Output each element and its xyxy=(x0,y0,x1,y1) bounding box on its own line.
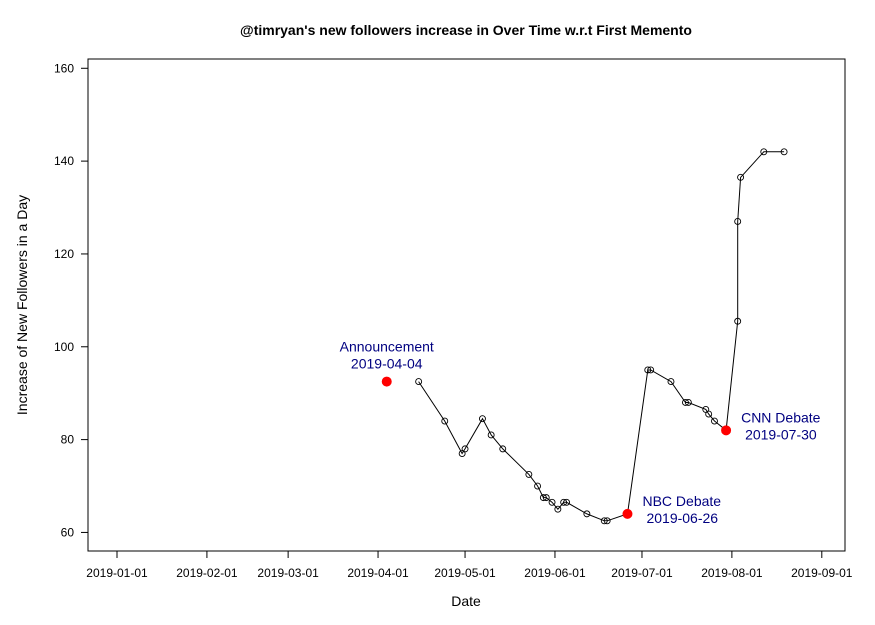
data-point xyxy=(780,148,788,156)
data-point xyxy=(760,148,768,156)
data-point xyxy=(560,498,568,506)
data-point xyxy=(711,417,718,425)
data-point xyxy=(548,498,556,506)
chart-title: @timryan's new followers increase in Ove… xyxy=(240,22,692,38)
series-group xyxy=(415,148,788,525)
data-point xyxy=(539,494,547,502)
data-point xyxy=(734,317,742,325)
y-tick-label: 80 xyxy=(61,433,75,447)
x-tick-label: 2019-01-01 xyxy=(86,566,148,580)
x-axis: 2019-01-01 2019-02-01 2019-03-01 2019-04-01… xyxy=(86,551,853,580)
event-label: Announcement xyxy=(340,339,434,355)
y-axis-label: Increase of New Followers in a Day xyxy=(14,195,30,415)
data-point xyxy=(525,470,533,478)
data-point xyxy=(705,410,713,418)
x-tick-label: 2019-06-01 xyxy=(524,566,586,580)
data-point xyxy=(487,431,495,439)
data-point xyxy=(542,494,550,502)
data-point xyxy=(734,218,742,225)
event-label: NBC Debate xyxy=(642,493,721,509)
data-point xyxy=(415,378,423,386)
data-point xyxy=(563,498,571,506)
y-tick-label: 140 xyxy=(54,154,74,168)
event-date-label: 2019-04-04 xyxy=(351,356,423,372)
data-point xyxy=(737,173,745,181)
y-tick-label: 100 xyxy=(54,340,74,354)
y-tick-label: 60 xyxy=(61,525,75,539)
x-tick-label: 2019-08-01 xyxy=(701,566,763,580)
x-axis-label: Date xyxy=(451,593,481,609)
data-point xyxy=(603,517,611,525)
event-marker xyxy=(622,508,633,519)
data-point xyxy=(554,505,562,513)
event-date-label: 2019-07-30 xyxy=(745,426,817,442)
y-axis: 60 80 100 120 140 160 xyxy=(54,61,88,539)
x-tick-label: 2019-04-01 xyxy=(347,566,409,580)
y-tick-label: 120 xyxy=(54,247,74,261)
data-point xyxy=(583,510,591,518)
x-tick-label: 2019-09-01 xyxy=(791,566,853,580)
data-point xyxy=(600,517,608,525)
event-label: CNN Debate xyxy=(741,409,821,425)
plot-frame xyxy=(87,58,846,552)
x-tick-label: 2019-07-01 xyxy=(611,566,673,580)
data-point xyxy=(461,445,469,453)
event-marker xyxy=(721,425,732,436)
data-point xyxy=(479,415,486,423)
series-line xyxy=(418,151,785,522)
data-point xyxy=(534,482,542,490)
event-marker xyxy=(381,376,392,387)
data-point xyxy=(684,399,692,406)
data-point xyxy=(647,366,655,374)
data-point xyxy=(499,445,507,453)
data-point xyxy=(667,378,675,386)
x-tick-label: 2019-03-01 xyxy=(257,566,319,580)
data-point xyxy=(682,399,689,406)
data-point xyxy=(644,366,652,374)
data-point xyxy=(441,417,449,425)
y-tick-label: 160 xyxy=(54,61,74,75)
event-date-label: 2019-06-26 xyxy=(646,510,718,526)
x-tick-label: 2019-05-01 xyxy=(434,566,496,580)
x-tick-label: 2019-02-01 xyxy=(176,566,238,580)
